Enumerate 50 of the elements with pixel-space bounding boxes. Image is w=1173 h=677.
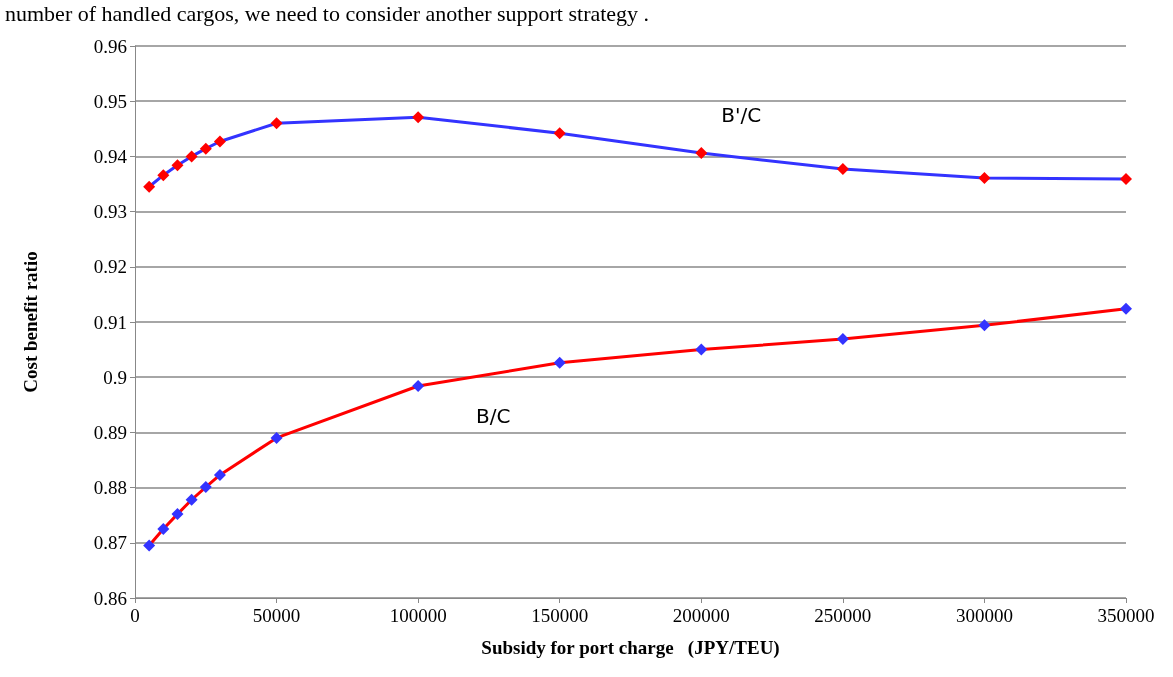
point — [143, 180, 156, 193]
point — [412, 380, 425, 393]
point — [171, 508, 184, 521]
x-tick-label: 50000 — [252, 605, 301, 626]
y-tick-label: 0.88 — [93, 477, 127, 499]
point — [553, 356, 566, 369]
point — [185, 493, 198, 506]
point — [185, 150, 198, 163]
x-tick-label: 300000 — [955, 605, 1013, 626]
point — [171, 159, 184, 172]
y-tick-label: 0.95 — [93, 90, 127, 112]
point — [270, 431, 283, 444]
x-tick-label: 200000 — [672, 605, 730, 626]
point — [213, 135, 226, 148]
point — [978, 319, 991, 332]
point — [1120, 302, 1132, 315]
x-tick-label: 100000 — [389, 605, 447, 626]
y-tick-label: 0.96 — [93, 35, 127, 57]
y-tick-label: 0.91 — [93, 311, 127, 333]
point — [836, 333, 849, 346]
point — [412, 111, 425, 124]
point — [213, 468, 226, 481]
x-tick-label: 150000 — [531, 605, 589, 626]
series-label: B/C — [475, 404, 511, 429]
y-tick-label: 0.93 — [93, 201, 127, 223]
x-tick-label: 350000 — [1097, 605, 1155, 626]
y-tick-label: 0.89 — [93, 421, 127, 443]
y-tick-label: 0.92 — [93, 256, 127, 278]
y-tick-label: 0.94 — [93, 145, 128, 167]
point — [978, 171, 991, 184]
point — [1120, 173, 1132, 186]
point — [199, 481, 212, 494]
series-label: B'/C — [721, 103, 762, 128]
point — [836, 163, 849, 176]
point — [695, 343, 708, 356]
y-tick-label: 0.86 — [93, 587, 127, 609]
point — [270, 117, 283, 130]
point — [199, 142, 212, 155]
point — [157, 169, 170, 182]
point — [695, 147, 708, 160]
x-tick-label: 0 — [130, 605, 140, 626]
x-axis-title: Subsidy for port charge (JPY/TEU) — [481, 637, 780, 659]
y-tick-label: 0.9 — [103, 366, 127, 388]
point — [553, 127, 566, 140]
point — [157, 523, 170, 535]
y-axis-title: Cost benefit ratio — [20, 251, 41, 393]
x-tick-label: 250000 — [814, 605, 872, 626]
text: number of handled cargos, we need to consider another support strategy . — [5, 0, 650, 26]
y-tick-label: 0.87 — [93, 532, 127, 554]
point — [143, 539, 156, 552]
